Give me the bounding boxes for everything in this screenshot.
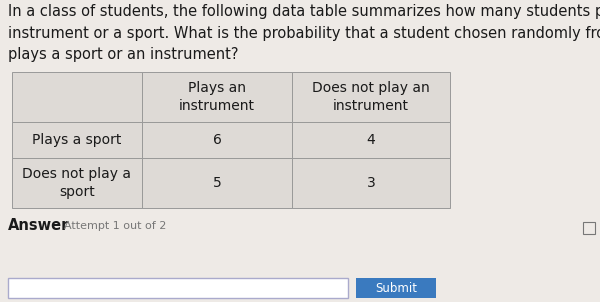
Text: Plays a sport: Plays a sport xyxy=(32,133,122,147)
Text: 6: 6 xyxy=(212,133,221,147)
Text: Attempt 1 out of 2: Attempt 1 out of 2 xyxy=(64,221,166,231)
Text: 3: 3 xyxy=(367,176,376,190)
Bar xyxy=(292,72,450,122)
Bar xyxy=(12,72,142,122)
Bar xyxy=(292,158,450,208)
Text: Answer: Answer xyxy=(8,219,70,233)
Bar xyxy=(8,278,348,298)
Text: In a class of students, the following data table summarizes how many students pl: In a class of students, the following da… xyxy=(8,4,600,62)
Text: Submit: Submit xyxy=(375,281,417,294)
Bar xyxy=(292,122,450,158)
Bar xyxy=(12,122,142,158)
Text: Plays an
instrument: Plays an instrument xyxy=(179,81,255,113)
Bar xyxy=(142,72,292,122)
Bar xyxy=(356,278,436,298)
Bar xyxy=(142,122,292,158)
Text: 5: 5 xyxy=(212,176,221,190)
Bar xyxy=(142,158,292,208)
Bar xyxy=(12,158,142,208)
Text: Does not play a
sport: Does not play a sport xyxy=(23,167,131,199)
Bar xyxy=(583,222,595,234)
Text: 4: 4 xyxy=(367,133,376,147)
Text: Does not play an
instrument: Does not play an instrument xyxy=(312,81,430,113)
